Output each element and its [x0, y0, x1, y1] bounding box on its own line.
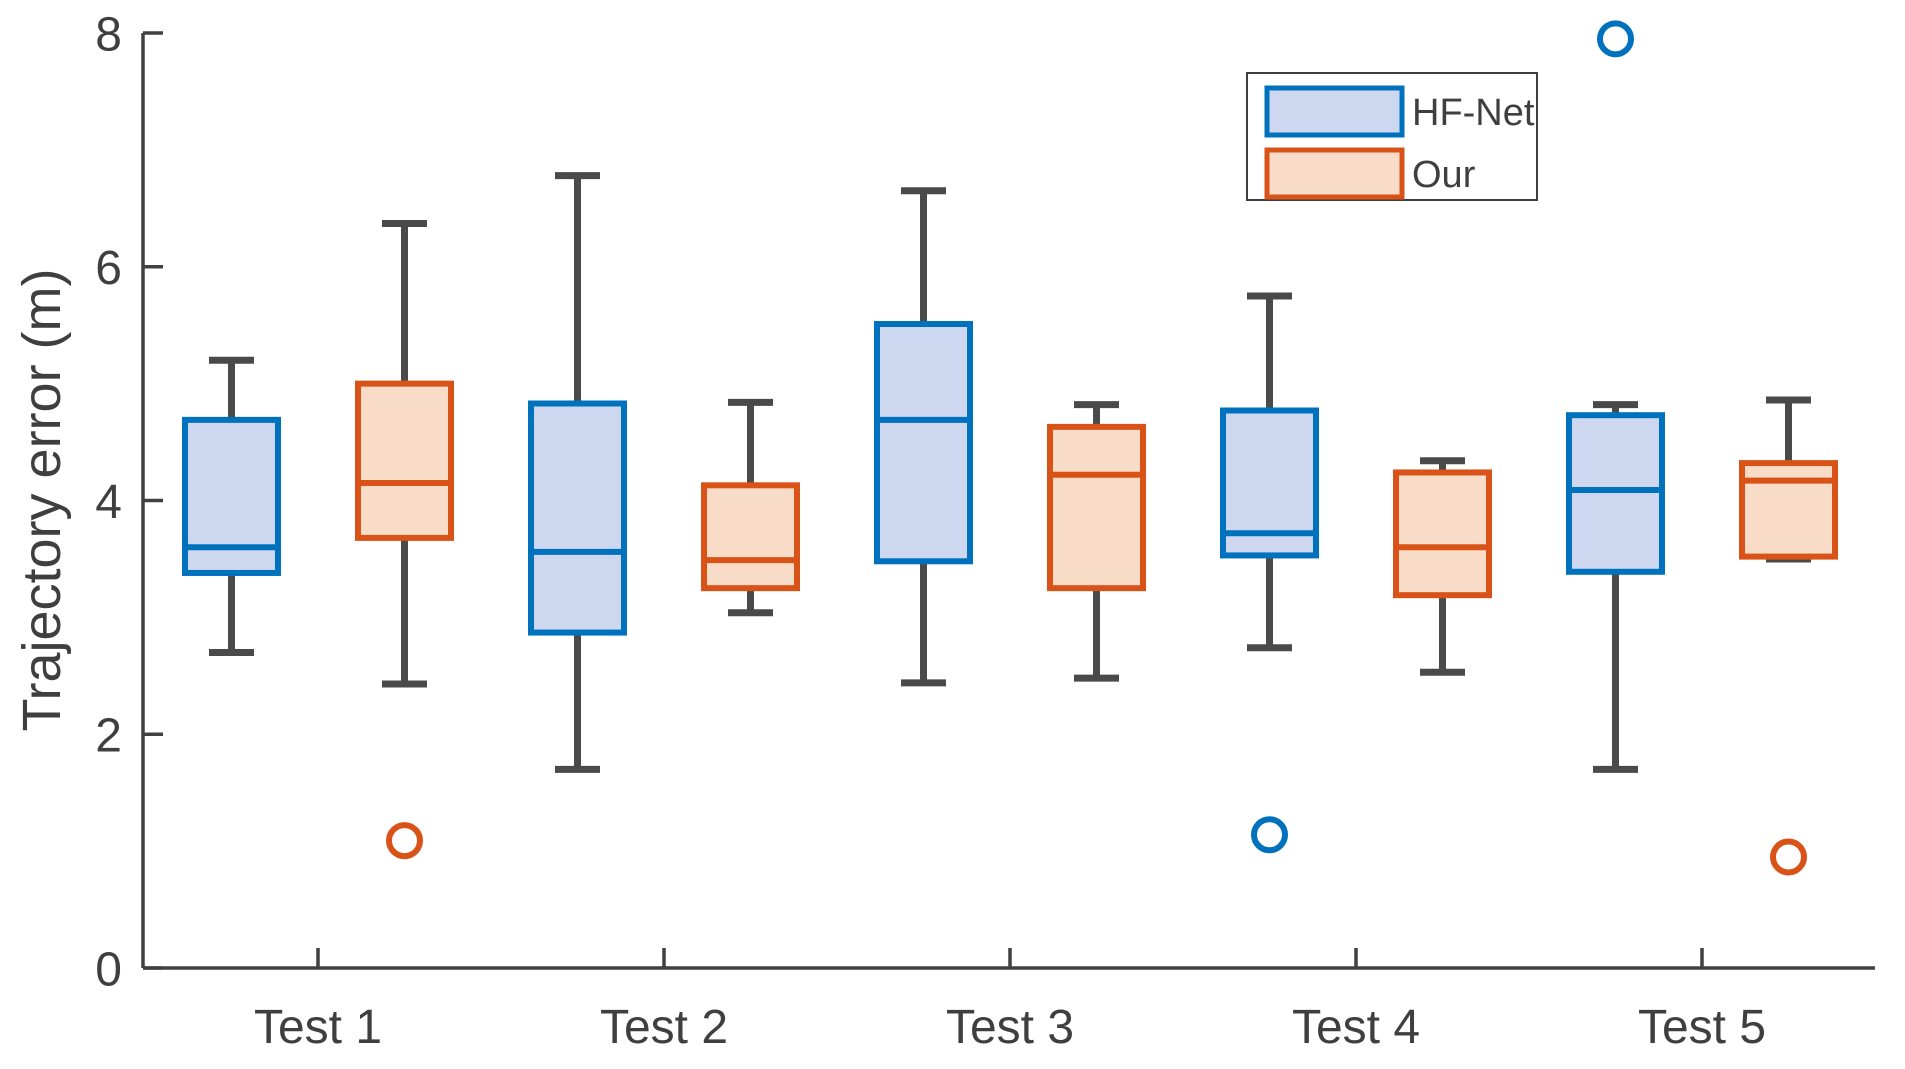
legend-label: Our	[1412, 154, 1476, 196]
box-group-hf-net-5	[1566, 20, 1665, 773]
box-group-our-3	[1047, 401, 1146, 682]
iqr-box	[1047, 423, 1146, 592]
x-tick-label: Test 3	[946, 1001, 1074, 1054]
box-group-our-5	[1739, 396, 1838, 876]
iqr-box	[1566, 412, 1665, 575]
box-group-hf-net-4	[1220, 292, 1319, 854]
y-tick-label: 0	[95, 943, 122, 996]
box-group-our-2	[701, 398, 800, 617]
y-tick-label: 6	[95, 242, 122, 295]
y-tick-label: 4	[95, 476, 122, 529]
outlier-point	[1597, 20, 1634, 58]
x-tick-label: Test 5	[1638, 1001, 1766, 1054]
box-group-hf-net-2	[528, 172, 627, 773]
legend-swatch-our	[1264, 147, 1405, 200]
legend: HF-Net Our	[1246, 72, 1538, 201]
iqr-box	[701, 482, 800, 592]
y-axis-label: Trajectory error (m)	[12, 268, 72, 731]
iqr-box	[874, 321, 973, 565]
outlier-point	[1251, 816, 1288, 854]
axes: 0 2 4 6 8 Test 1 Test 2 Test 3 Test 4 Test 5	[95, 8, 1875, 1054]
x-tick-label: Test 1	[254, 1001, 382, 1054]
box-group-our-1	[355, 220, 454, 860]
y-tick-label: 8	[95, 8, 122, 61]
x-tick-label: Test 2	[600, 1001, 728, 1054]
legend-label: HF-Net	[1412, 92, 1535, 134]
legend-swatch-hf-net	[1264, 85, 1405, 138]
box-group-hf-net-3	[874, 187, 973, 687]
x-tick-label: Test 4	[1292, 1001, 1420, 1054]
iqr-box	[355, 380, 454, 541]
outlier-point	[386, 822, 423, 860]
box-group-hf-net-1	[182, 356, 281, 656]
box-group-our-4	[1393, 457, 1492, 676]
outlier-point	[1770, 838, 1807, 876]
y-tick-label: 2	[95, 710, 122, 763]
iqr-box	[1393, 469, 1492, 599]
iqr-box	[528, 400, 627, 636]
iqr-box	[1739, 460, 1838, 560]
box-series	[182, 20, 1838, 876]
